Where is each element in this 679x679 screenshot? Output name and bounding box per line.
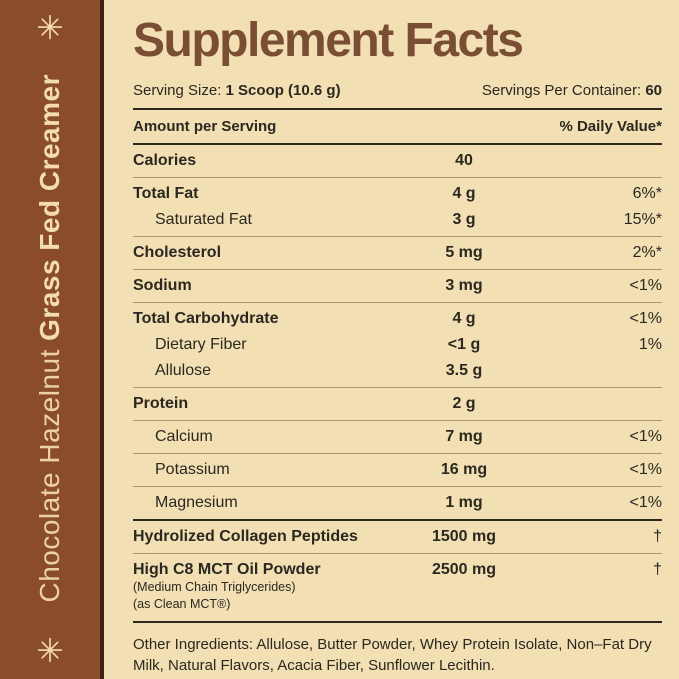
nutrient-row: Allulose 3.5 g bbox=[133, 361, 662, 387]
nutrient-name: Calories bbox=[133, 152, 197, 170]
nutrient-amount: 7 mg bbox=[445, 428, 483, 446]
serving-size-label: Serving Size: bbox=[133, 82, 226, 100]
nutrient-daily-value: 2%* bbox=[632, 244, 662, 262]
nutrient-amount: 5 mg bbox=[445, 244, 483, 262]
table-column-header: Amount per Serving % Daily Value* bbox=[133, 110, 662, 146]
nutrient-name: Protein bbox=[133, 395, 189, 413]
nutrient-row: Magnesium 1 mg <1% bbox=[133, 486, 662, 519]
nutrient-amount: 3.5 g bbox=[445, 362, 483, 380]
nutrient-amount: 4 g bbox=[452, 310, 476, 328]
nutrient-amount: 40 bbox=[455, 152, 473, 170]
starburst-icon bbox=[37, 14, 63, 40]
nutrient-subtext: (Medium Chain Triglycerides) (as Clean MC… bbox=[133, 580, 296, 611]
nutrient-row: Total Fat 4 g 6%* bbox=[133, 177, 662, 210]
nutrient-daily-value: <1% bbox=[629, 277, 662, 295]
nutrient-table: Calories 40 Total Fat 4 g 6%* Saturated … bbox=[133, 145, 662, 619]
nutrient-name: Cholesterol bbox=[133, 244, 222, 262]
nutrient-daily-value: 15%* bbox=[623, 211, 662, 229]
nutrient-daily-value: † bbox=[653, 561, 662, 579]
servings-value: 60 bbox=[645, 82, 662, 100]
nutrient-row: Dietary Fiber <1 g 1% bbox=[133, 335, 662, 361]
nutrient-name: Total Carbohydrate bbox=[133, 310, 279, 328]
panel-title: Supplement Facts bbox=[133, 14, 524, 67]
nutrient-amount: 3 mg bbox=[445, 277, 483, 295]
nutrient-row: Calories 40 bbox=[133, 145, 662, 177]
flavor-name: Chocolate Hazelnut bbox=[34, 341, 65, 603]
nutrient-amount: 2500 mg bbox=[431, 561, 497, 579]
nutrient-row: Total Carbohydrate 4 g <1% bbox=[133, 302, 662, 335]
serving-info-row: Serving Size: 1 Scoop (10.6 g) Servings … bbox=[133, 82, 662, 111]
amount-header: Amount per Serving bbox=[133, 118, 277, 136]
nutrient-daily-value: 1% bbox=[638, 336, 662, 354]
nutrient-daily-value: 6%* bbox=[632, 185, 662, 203]
nutrient-name: Dietary Fiber bbox=[155, 336, 247, 354]
nutrient-name: Potassium bbox=[155, 461, 230, 479]
product-name: Grass Fed Creamer bbox=[34, 74, 65, 342]
serving-size-value: 1 Scoop (10.6 g) bbox=[225, 82, 341, 100]
servings-label: Servings Per Container: bbox=[481, 82, 646, 100]
nutrient-daily-value: <1% bbox=[629, 494, 662, 512]
starburst-icon bbox=[37, 637, 63, 663]
nutrient-name: Magnesium bbox=[155, 494, 238, 512]
nutrient-row: Protein 2 g bbox=[133, 387, 662, 420]
nutrient-daily-value: <1% bbox=[629, 310, 662, 328]
other-ingredients: Other Ingredients: Allulose, Butter Powd… bbox=[133, 620, 662, 677]
nutrient-row: Hydrolized Collagen Peptides 1500 mg † bbox=[133, 519, 662, 553]
nutrient-row: Saturated Fat 3 g 15%* bbox=[133, 210, 662, 236]
serving-size: Serving Size: 1 Scoop (10.6 g) bbox=[133, 82, 341, 99]
nutrient-amount: 16 mg bbox=[440, 461, 488, 479]
nutrient-amount: 1 mg bbox=[445, 494, 483, 512]
facts-panel: Supplement Facts Serving Size: 1 Scoop (… bbox=[104, 0, 679, 679]
nutrient-amount: <1 g bbox=[447, 336, 481, 354]
nutrient-name: Hydrolized Collagen Peptides bbox=[133, 528, 358, 546]
sidebar: Chocolate Hazelnut Grass Fed Creamer bbox=[0, 0, 104, 679]
nutrient-name: Total Fat bbox=[133, 185, 199, 203]
nutrient-amount: 2 g bbox=[452, 395, 476, 413]
nutrient-name: Sodium bbox=[133, 277, 192, 295]
nutrient-amount: 4 g bbox=[452, 185, 476, 203]
nutrient-daily-value: <1% bbox=[629, 461, 662, 479]
nutrient-row: Sodium 3 mg <1% bbox=[133, 269, 662, 302]
nutrient-name: Saturated Fat bbox=[155, 211, 252, 229]
nutrient-amount: 3 g bbox=[452, 211, 476, 229]
nutrient-row: High C8 MCT Oil Powder (Medium Chain Tri… bbox=[133, 553, 662, 619]
nutrient-row: Potassium 16 mg <1% bbox=[133, 453, 662, 486]
nutrient-daily-value: <1% bbox=[629, 428, 662, 446]
nutrient-amount: 1500 mg bbox=[431, 528, 497, 546]
nutrient-row: Cholesterol 5 mg 2%* bbox=[133, 236, 662, 269]
daily-value-header: % Daily Value* bbox=[559, 118, 662, 136]
nutrient-row: Calcium 7 mg <1% bbox=[133, 420, 662, 453]
nutrient-name: Calcium bbox=[155, 428, 213, 446]
nutrient-name: Allulose bbox=[155, 362, 212, 380]
product-name-vertical: Chocolate Hazelnut Grass Fed Creamer bbox=[34, 74, 65, 603]
nutrient-name: High C8 MCT Oil Powder bbox=[133, 561, 321, 579]
nutrient-daily-value: † bbox=[653, 528, 662, 546]
servings-per-container: Servings Per Container: 60 bbox=[482, 82, 662, 99]
